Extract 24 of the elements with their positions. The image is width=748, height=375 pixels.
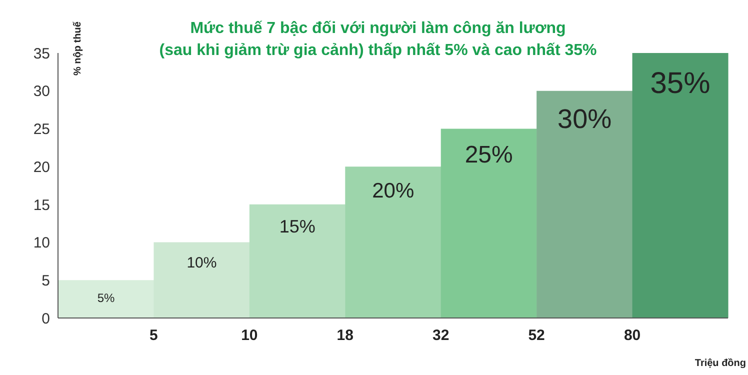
data-label: 25% [464, 142, 513, 169]
data-label: 35% [650, 67, 710, 100]
chart-title: Mức thuế 7 bậc đối với người làm công ăn lương (sau khi giảm trừ gia cảnh) thấp nhất 5% và cao nhất 35% [158, 19, 598, 61]
y-tick-label: 25 [33, 121, 50, 138]
y-tick-label: 20 [33, 158, 50, 176]
data-label: 15% [279, 216, 316, 236]
y-tick-label: 5 [42, 272, 50, 290]
x-tick-label: 32 [432, 327, 450, 344]
x-tick-label: 18 [336, 327, 354, 344]
y-tick-label: 30 [33, 83, 50, 100]
x-tick-label: 5 [150, 327, 158, 344]
x-tick-label: 80 [624, 327, 641, 344]
y-tick-label: 35 [33, 45, 50, 62]
x-tick-label: 10 [241, 327, 258, 344]
data-label: 10% [186, 254, 217, 272]
data-label: 30% [558, 104, 612, 134]
x-tick-label: 52 [528, 327, 545, 344]
y-tick-label: 10 [33, 234, 50, 252]
x-axis-title: Triệu đồng [694, 358, 746, 369]
y-tick-label: 0 [42, 310, 50, 328]
y-tick-label: 15 [33, 196, 50, 214]
data-label: 20% [372, 180, 414, 203]
y-axis-title: % nộp thuế [72, 21, 84, 76]
data-label: 5% [97, 291, 115, 306]
